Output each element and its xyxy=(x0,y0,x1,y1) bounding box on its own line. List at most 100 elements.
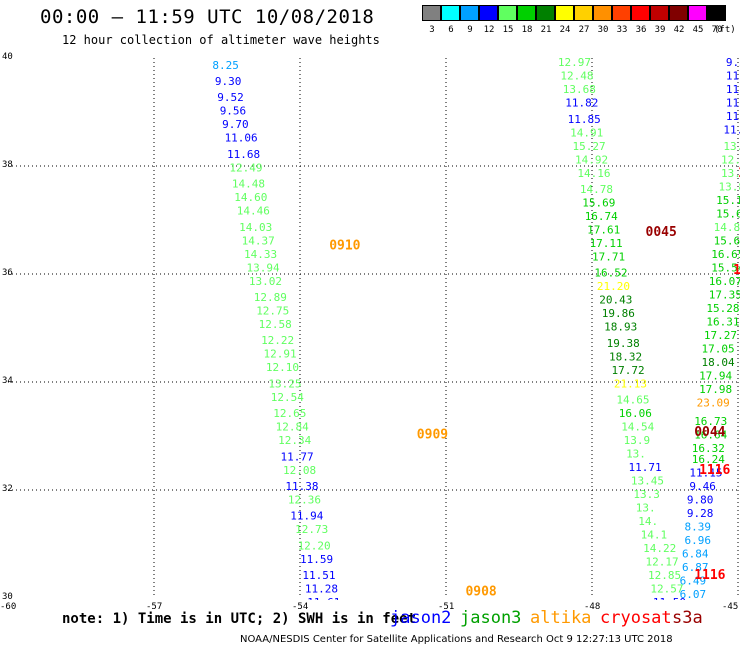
swh-value: 17.71 xyxy=(592,251,625,264)
swh-value: 9.30 xyxy=(215,75,242,88)
scale-label: 33 xyxy=(616,25,628,35)
swh-value: 19.38 xyxy=(607,337,640,350)
swh-value: 12.10 xyxy=(266,361,299,374)
swh-value: 12.22 xyxy=(261,334,294,347)
scale-label: 12 xyxy=(483,25,495,35)
orbit-pass-label: 0045 xyxy=(646,225,677,240)
swh-value: 9.70 xyxy=(222,118,249,131)
scale-label: 21 xyxy=(540,25,552,35)
swh-value: 14.48 xyxy=(232,178,265,191)
orbit-pass-label: 0908 xyxy=(465,584,496,599)
swh-value: 6.87 xyxy=(682,561,709,574)
swh-value: 13. xyxy=(626,448,646,461)
swh-value: 11.38 xyxy=(285,480,318,493)
swh-value: 14. xyxy=(638,515,658,528)
swh-value: 11.28 xyxy=(305,583,338,596)
scale-swatch xyxy=(688,5,707,21)
scale-label: 24 xyxy=(559,25,571,35)
longitude-tick-label: -45 xyxy=(722,602,739,612)
swh-value: 11.51 xyxy=(302,569,335,582)
legend-item-cryosat: cryosat xyxy=(600,608,672,628)
swh-value: 12.17 xyxy=(646,556,679,569)
scale-swatch xyxy=(650,5,669,21)
swh-value: 6.07 xyxy=(680,588,707,600)
swh-value: 13.10 xyxy=(721,167,740,180)
swh-value: 15.62 xyxy=(714,234,740,247)
scale-swatch xyxy=(631,5,650,21)
swh-value: 11.82 xyxy=(565,97,598,110)
swh-value: 17.98 xyxy=(699,383,732,396)
swh-value: 11.59 xyxy=(300,553,333,566)
swh-value: 13.3 xyxy=(633,488,660,501)
orbit-pass-label: 0044 xyxy=(694,425,725,440)
swh-value: 21.13 xyxy=(614,377,647,390)
scale-swatch xyxy=(707,5,726,21)
swh-value: 17.11 xyxy=(590,237,623,250)
swh-value: 16.74 xyxy=(585,210,618,223)
legend-item-jason2: jason2 xyxy=(390,608,452,628)
swh-value: 9.28 xyxy=(687,507,714,520)
swh-value: 11.94 xyxy=(290,510,323,523)
swh-value: 17.94 xyxy=(699,369,732,382)
swh-value: 12.20 xyxy=(298,539,331,552)
swh-value: 11.61 xyxy=(307,596,340,600)
swh-value: 12.48 xyxy=(560,70,593,83)
swh-value: 13.25 xyxy=(268,377,301,390)
swh-value: 13.81 xyxy=(719,180,740,193)
orbit-pass-label: 11 xyxy=(733,263,740,278)
scale-label: 6 xyxy=(448,25,454,35)
scale-label: 36 xyxy=(635,25,647,35)
scale-swatch xyxy=(422,5,441,21)
swh-value: 9.56 xyxy=(220,105,247,118)
scale-swatch xyxy=(593,5,612,21)
swh-value: 12.79 xyxy=(721,153,740,166)
swh-value: 9.80 xyxy=(687,494,714,507)
swh-value: 11.85 xyxy=(568,113,601,126)
longitude-tick-label: -57 xyxy=(146,602,163,612)
swh-value: 12.34 xyxy=(278,434,311,447)
scale-swatch xyxy=(517,5,536,21)
swh-value: 15.27 xyxy=(573,140,606,153)
longitude-tick-label: -48 xyxy=(584,602,601,612)
swh-value: 16.07 xyxy=(709,275,740,288)
scale-swatch xyxy=(479,5,498,21)
swh-value: 16.52 xyxy=(594,267,627,280)
swh-value: 14.65 xyxy=(616,394,649,407)
scale-label: 18 xyxy=(521,25,533,35)
scale-label: 3 xyxy=(429,25,435,35)
swh-value: 15.69 xyxy=(582,197,615,210)
swh-value: 16.64 xyxy=(694,429,727,442)
swh-value: 14.03 xyxy=(239,221,272,234)
swh-value: 13.94 xyxy=(246,261,279,274)
swh-value: 15.66 xyxy=(716,207,740,220)
swh-value: 12.91 xyxy=(264,348,297,361)
swh-value: 14.37 xyxy=(242,234,275,247)
swh-value: 17.35 xyxy=(709,288,740,301)
swh-value: 14.1 xyxy=(641,529,668,542)
orbit-pass-label: 1116 xyxy=(694,568,725,583)
swh-value: 17.61 xyxy=(587,224,620,237)
swh-value: 15.13 xyxy=(716,194,740,207)
longitude-tick-label: -54 xyxy=(292,602,309,612)
swh-value: 13.20 xyxy=(723,140,740,153)
swh-value: 12.89 xyxy=(254,291,287,304)
swh-value: 12.57 xyxy=(650,583,683,596)
swh-value: 12.58 xyxy=(259,318,292,331)
swh-value: 11.68 xyxy=(227,148,260,161)
swh-value: 13. xyxy=(636,502,656,515)
scale-label: 15 xyxy=(502,25,514,35)
swh-value: 6.96 xyxy=(684,534,711,547)
swh-value: 16.31 xyxy=(706,315,739,328)
swh-value: 13.02 xyxy=(249,275,282,288)
swh-value: 12.54 xyxy=(271,391,304,404)
latitude-tick-label: 30 xyxy=(2,592,13,602)
scale-label: 45 xyxy=(692,25,704,35)
orbit-pass-label: 0909 xyxy=(417,428,448,443)
swh-value: 14.33 xyxy=(244,248,277,261)
scale-swatch xyxy=(460,5,479,21)
footer-note: note: 1) Time is in UTC; 2) SWH is in fe… xyxy=(62,611,417,627)
latitude-tick-label: 36 xyxy=(2,268,13,278)
swh-value: 15.54 xyxy=(711,261,740,274)
swh-value: 6.84 xyxy=(682,548,709,561)
